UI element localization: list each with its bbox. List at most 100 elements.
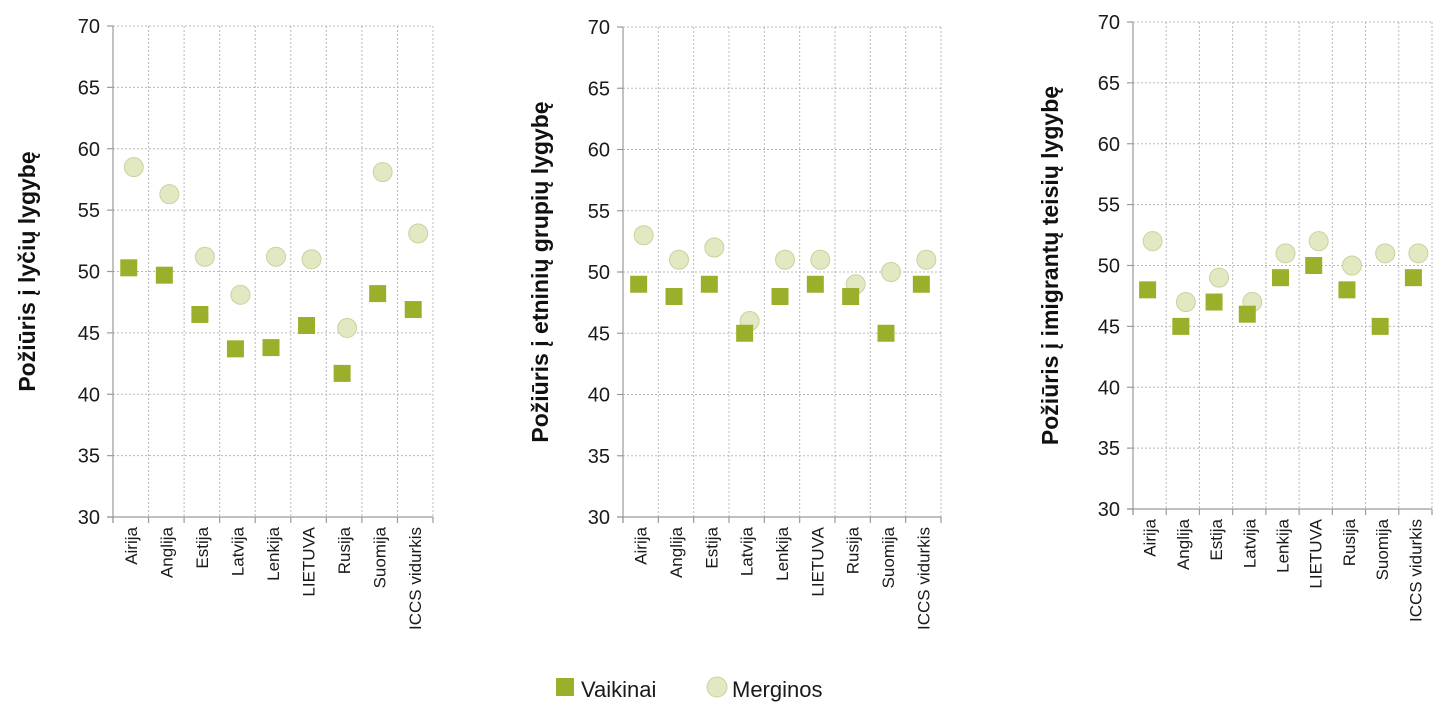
x-category-label: Estija: [1207, 518, 1226, 560]
y-tick-label: 55: [588, 201, 610, 223]
y-tick-label: 35: [1098, 438, 1120, 460]
y-tick-label: 30: [1098, 499, 1120, 521]
point-vaikinai: [369, 285, 387, 303]
point-merginos: [1275, 243, 1296, 264]
point-merginos: [337, 317, 358, 338]
y-tick-label: 55: [78, 200, 100, 222]
y-tick-label: 65: [78, 77, 100, 99]
x-category-label: LIETUVA: [1307, 518, 1326, 588]
point-vaikinai: [120, 259, 138, 277]
x-category-label: Lenkija: [264, 526, 283, 580]
y-tick-label: 60: [1098, 134, 1120, 156]
y-tick-label: 50: [1098, 256, 1120, 278]
y-axis-title: Požiūris į imigrantų teisių lygybę: [1037, 86, 1063, 445]
point-merginos: [810, 249, 831, 270]
y-tick-label: 45: [588, 323, 610, 345]
x-category-label: Lenkija: [1274, 518, 1293, 572]
point-vaikinai: [1305, 257, 1323, 274]
y-tick-label: 35: [588, 446, 610, 468]
point-vaikinai: [842, 288, 860, 305]
point-vaikinai: [333, 364, 351, 382]
x-category-label: Anglija: [157, 526, 176, 578]
point-merginos: [916, 249, 937, 270]
x-category-label: Anglija: [667, 526, 686, 578]
y-tick-label: 40: [78, 384, 100, 406]
y-tick-label: 65: [1098, 73, 1120, 95]
point-vaikinai: [700, 275, 718, 293]
point-merginos: [372, 162, 393, 183]
point-vaikinai: [191, 305, 209, 323]
point-merginos: [633, 225, 654, 246]
point-vaikinai: [630, 275, 648, 293]
point-vaikinai: [226, 340, 244, 358]
x-category-label: Airija: [1141, 518, 1160, 556]
x-category-label: Suomija: [1373, 518, 1392, 580]
point-merginos: [1175, 292, 1196, 313]
point-vaikinai: [736, 324, 754, 342]
point-vaikinai: [404, 301, 422, 319]
legend: Vaikinai Merginos: [556, 676, 822, 702]
y-tick-label: 60: [588, 140, 610, 162]
y-tick-label: 40: [1098, 377, 1120, 399]
point-merginos: [1209, 267, 1230, 288]
point-vaikinai: [1371, 317, 1389, 335]
chart-panel-3: 30 35 40 45 50 55 60 65 70 Airija Anglija Estija Lat…: [1037, 12, 1433, 622]
point-merginos: [1341, 255, 1362, 276]
x-category-label: ICCS vidurkis: [406, 527, 425, 630]
x-category-label: Rusija: [335, 526, 354, 574]
x-category-label: LIETUVA: [300, 526, 319, 596]
point-vaikinai: [771, 288, 789, 305]
x-category-label: ICCS vidurkis: [1406, 519, 1425, 622]
x-category-label: Suomija: [879, 526, 898, 588]
point-merginos: [230, 284, 251, 305]
point-vaikinai: [665, 288, 683, 305]
point-merginos: [301, 249, 322, 270]
point-merginos: [194, 246, 215, 267]
x-category-label: Suomija: [371, 526, 390, 588]
y-tick-label: 50: [78, 262, 100, 284]
x-category-label: LIETUVA: [808, 526, 827, 596]
point-vaikinai: [1404, 269, 1422, 287]
point-vaikinai: [298, 317, 316, 335]
x-category-label: Latvija: [228, 526, 247, 576]
point-merginos: [1142, 231, 1163, 252]
point-merginos: [704, 237, 725, 258]
legend-label-1: Vaikinai: [581, 677, 656, 702]
x-category-label: Estija: [702, 526, 721, 568]
y-tick-label: 70: [1098, 12, 1120, 34]
y-tick-label: 60: [78, 139, 100, 161]
point-vaikinai: [262, 339, 280, 357]
y-tick-label: 70: [588, 17, 610, 39]
y-axis-title: Požiūris į etninių grupių lygybę: [527, 101, 553, 442]
point-merginos: [159, 184, 180, 205]
y-tick-label: 45: [78, 323, 100, 345]
y-axis-title: Požiūris į lyčių lygybę: [14, 151, 40, 391]
y-tick-label: 70: [78, 16, 100, 38]
y-tick-label: 40: [588, 385, 610, 407]
point-vaikinai: [1238, 305, 1256, 323]
point-vaikinai: [1205, 293, 1223, 311]
legend-label-2: Merginos: [732, 677, 822, 702]
point-vaikinai: [1139, 281, 1157, 299]
point-vaikinai: [1272, 269, 1289, 287]
point-vaikinai: [806, 275, 824, 293]
x-category-label: Anglija: [1174, 518, 1193, 570]
point-vaikinai: [1172, 317, 1190, 335]
point-vaikinai: [912, 275, 930, 293]
point-vaikinai: [155, 266, 173, 284]
point-merginos: [669, 249, 689, 270]
point-merginos: [266, 246, 286, 267]
legend-marker-vaikinai: [556, 678, 574, 696]
point-merginos: [1375, 243, 1396, 264]
legend-marker-merginos: [706, 676, 728, 698]
point-merginos: [123, 157, 144, 178]
y-tick-label: 30: [588, 507, 610, 529]
y-tick-label: 50: [588, 262, 610, 284]
y-tick-label: 45: [1098, 316, 1120, 338]
y-tick-label: 30: [78, 507, 100, 529]
x-category-label: Lenkija: [773, 526, 792, 580]
x-category-label: Estija: [193, 526, 212, 568]
x-category-label: Rusija: [1340, 518, 1359, 566]
point-merginos: [1408, 243, 1429, 264]
